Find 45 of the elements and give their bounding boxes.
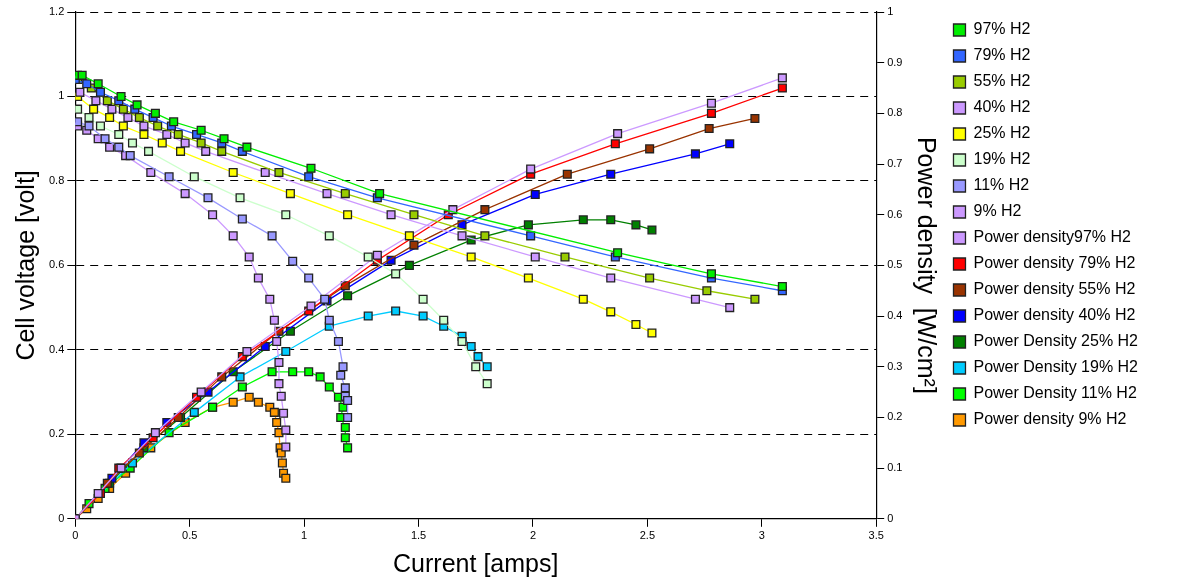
y2-tick-label: 0.3 [887,359,903,372]
y-axis-title: Cell voltage [volt] [10,170,39,361]
x-tick-label: 3 [758,529,765,542]
y-tick-label: 0.6 [48,258,65,271]
y2-tick-label: 0.2 [887,410,903,423]
y2-tick-label: 0.9 [887,55,903,68]
y-tick-label: 1.2 [48,5,65,18]
y2-tick-label: 0 [887,511,894,524]
x-tick-label: 3.5 [868,529,884,542]
legend-label: Power Density 11% H2 [973,384,1137,402]
x-tick-label: 1.5 [410,529,427,542]
y2-tick-label: 0.6 [887,207,903,220]
y-tick-label: 1 [58,89,65,102]
legend-label: Power density 55% H2 [973,280,1136,298]
y2-axis-title: Power density [W/cm²] [912,136,941,394]
legend-label: Power density 40% H2 [973,306,1136,324]
y-tick-label: 0.8 [48,173,65,186]
x-tick-label: 2 [529,529,537,542]
legend-label: 25% H2 [973,124,1031,142]
x-tick-label: 0 [72,529,79,542]
legend-label: 79% H2 [973,46,1031,64]
y2-tick-label: 0.8 [887,106,903,119]
legend-label: Power density97% H2 [973,228,1131,246]
legend-label: Power density 9% H2 [973,410,1127,428]
y2-tick-label: 1 [887,5,894,18]
y2-tick-label: 0.4 [887,309,903,322]
legend-label: 40% H2 [973,98,1031,116]
legend-label: 97% H2 [973,20,1031,38]
x-axis-title: Current [amps] [393,548,559,577]
legend-label: Power Density 25% H2 [973,332,1139,350]
y2-tick-label: 0.1 [887,461,903,474]
x-tick-label: 1 [301,529,308,542]
y-tick-label: 0.2 [48,427,65,440]
legend-label: Power Density 19% H2 [973,358,1139,376]
x-tick-label: 0.5 [182,529,198,542]
y2-tick-label: 0.5 [887,258,903,271]
y2-tick-label: 0.7 [887,157,903,170]
legend-label: 11% H2 [973,176,1030,194]
y-tick-label: 0.4 [48,342,65,355]
legend-label: 9% H2 [973,202,1022,220]
legend-label: Power density 79% H2 [973,254,1136,272]
legend-label: 19% H2 [973,150,1031,168]
legend-label: 55% H2 [973,72,1031,90]
y-tick-label: 0 [58,511,65,524]
x-tick-label: 2.5 [639,529,656,542]
